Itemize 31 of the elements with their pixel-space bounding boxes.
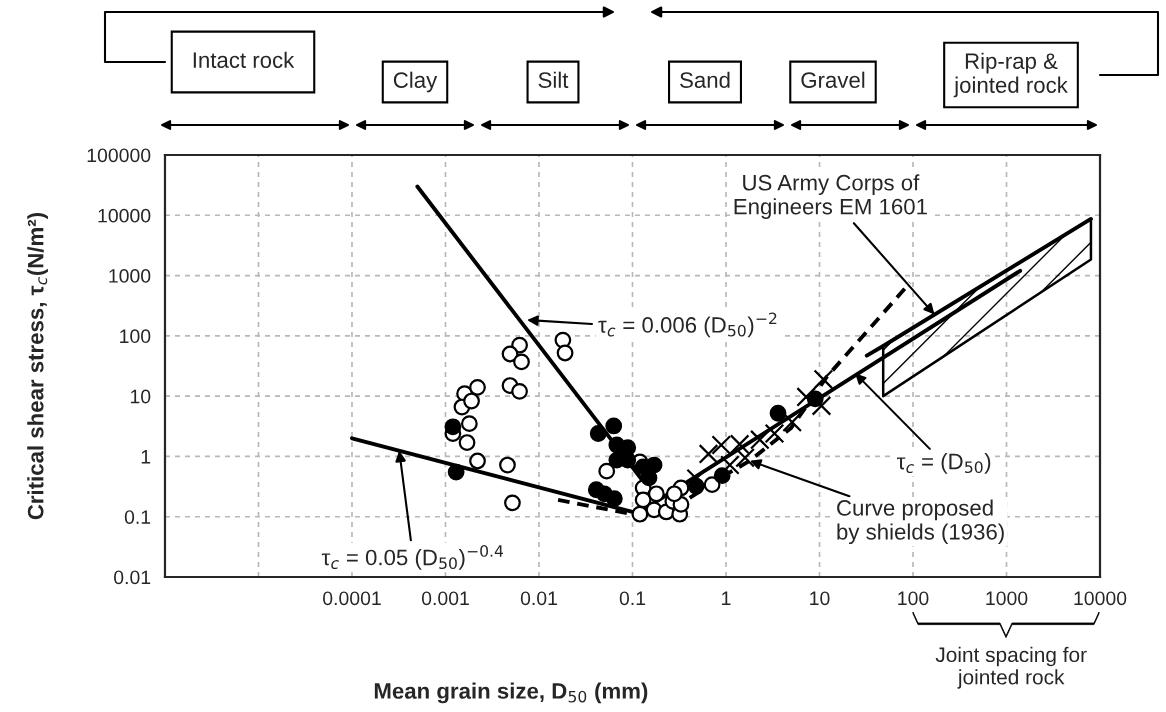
y-tick-label: 0.01 [114,570,151,585]
x-tick-label: 0.0001 [323,591,381,606]
text: Joint spacing for jointed rock [935,646,1087,689]
y-tick-label: 10 [130,389,151,404]
y-tick-label: 1000 [109,269,151,283]
annotation: τ$_{c}$ = 0.05 (D$_{50}$)$^{−0.4}$ [321,545,504,570]
y-tick-label: 100 [120,329,151,344]
x-tick-label: 1 [722,591,731,605]
annotation: Curve proposed by shields (1936) [837,499,1004,545]
text: Intact rock [193,51,295,68]
text: Gravel [801,71,865,88]
x-tick-label: 0.1 [619,591,646,606]
y-tick-label: 1 [141,450,151,464]
annotation: τ$_{c}$ = 0.006 (D$_{50}$)$^{−2}$ [598,312,777,338]
x-tick-label: 10 [810,591,830,606]
y-tick-label: 100000 [87,148,151,163]
x-tick-label: 0.01 [520,591,557,606]
x-tick-label: 0.001 [421,591,469,606]
y-tick-label: 10000 [98,208,151,223]
y-axis-title: Critical shear stress, τ$_{c}$(N/m²) [27,213,48,520]
annotation: τ$_{c}$ = (D$_{50}$) [897,453,991,474]
y-tick-label: 0.1 [124,510,151,524]
x-axis-title: Mean grain size, D$_{50}$ (mm) [374,682,648,704]
annotation: US Army Corps of Engineers EM 1601 [734,174,927,219]
x-tick-label: 1000 [986,591,1028,606]
text: Silt [538,71,569,88]
text: Sand [680,71,730,88]
text: Rip-rap & jointed rock [953,52,1068,98]
x-tick-label: 10000 [1074,591,1127,606]
x-tick-label: 100 [898,591,929,606]
text: Clay [393,71,438,93]
